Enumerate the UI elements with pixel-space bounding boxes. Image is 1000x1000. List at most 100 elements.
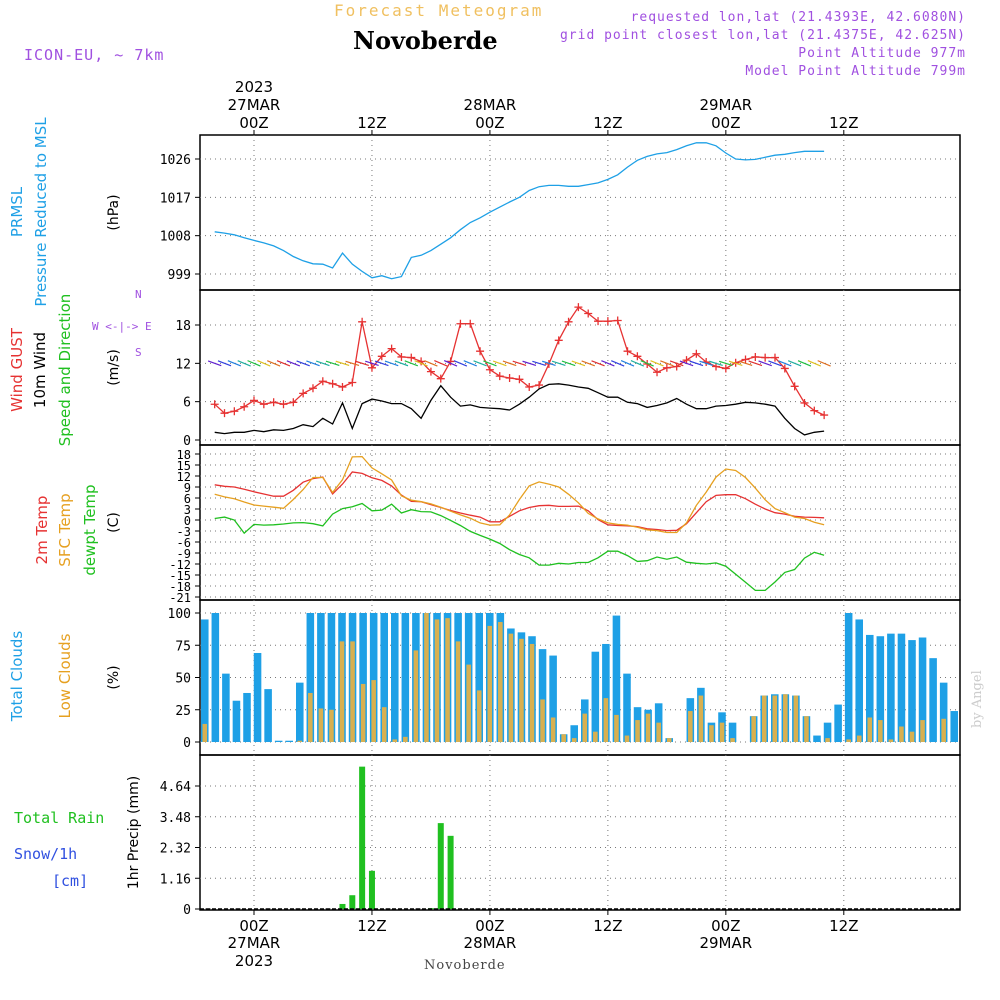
wind-direction-arrow <box>522 360 537 366</box>
gust-point <box>407 353 416 362</box>
low-cloud-bar <box>540 699 545 742</box>
total-cloud-bar <box>253 652 262 742</box>
ytick-label-temperature: 18 <box>177 448 191 462</box>
ytick-label-temperature: -18 <box>169 580 191 594</box>
total-cloud-bar <box>897 633 906 742</box>
variable-label-temperature: SFC Temp <box>56 493 74 566</box>
wind-direction-arrow <box>325 360 340 367</box>
gust-point <box>574 303 583 312</box>
low-cloud-bar <box>381 707 387 742</box>
gust-point <box>279 400 288 409</box>
ytick-label-temperature: 3 <box>184 503 191 517</box>
ytick-label-precip: 0 <box>183 903 191 918</box>
wind-direction-arrow <box>679 360 694 367</box>
wind-direction-arrow <box>374 360 389 367</box>
wind-direction-arrow <box>237 360 251 367</box>
ytick-label-clouds: 75 <box>175 639 191 654</box>
gust-point <box>820 411 829 420</box>
low-cloud-bar <box>413 650 419 742</box>
total-cloud-bar <box>285 740 293 742</box>
wind-direction-arrow <box>345 360 360 366</box>
wind-direction-arrow <box>217 360 232 367</box>
gust-point <box>230 407 239 416</box>
gust-point <box>515 375 524 384</box>
wind-direction-arrow <box>768 360 782 367</box>
variable-label-temperature: 2m Temp <box>33 496 51 565</box>
low-cloud-bar <box>487 625 493 742</box>
total-cloud-bar <box>327 613 336 742</box>
series-line-pressure-0 <box>214 142 825 280</box>
total-cloud-bar <box>813 735 821 742</box>
low-cloud-bar <box>846 739 851 742</box>
top-date-label: 27MAR <box>228 96 281 114</box>
low-cloud-bar <box>656 722 661 742</box>
total-cloud-bar <box>296 682 304 742</box>
wind-direction-arrow <box>581 360 595 367</box>
bottom-time-label: 12Z <box>593 917 622 935</box>
total-cloud-bar <box>602 643 610 742</box>
low-cloud-bar <box>466 664 471 742</box>
variable-label-pressure: PRMSL <box>8 186 26 237</box>
wind-direction-arrow <box>247 360 261 367</box>
low-cloud-bar <box>698 695 704 742</box>
wind-direction-arrow <box>463 360 477 367</box>
gust-point <box>240 402 249 411</box>
ytick-label-clouds: 100 <box>168 607 191 622</box>
wind-direction-arrow <box>689 360 704 367</box>
gust-point <box>367 363 376 372</box>
wind-direction-arrow <box>276 360 291 367</box>
low-cloud-bar <box>476 690 482 742</box>
total-cloud-bar <box>391 613 399 742</box>
ytick-label-temperature: 6 <box>184 492 191 506</box>
bottom-time-label: 00Z <box>239 917 268 935</box>
gust-point <box>603 317 612 326</box>
low-cloud-bar <box>508 633 514 742</box>
wind-direction-arrow <box>492 360 507 367</box>
low-cloud-bar <box>614 714 619 742</box>
gust-point <box>564 317 573 326</box>
wind-direction-arrow <box>728 360 743 366</box>
bottom-time-label: 12Z <box>357 917 386 935</box>
gust-point <box>456 319 465 328</box>
bottom-time-label: 12Z <box>829 917 858 935</box>
wind-direction-arrow <box>296 360 310 367</box>
total-cloud-bar <box>823 722 832 742</box>
gust-point <box>721 364 730 373</box>
low-cloud-bar <box>350 641 355 742</box>
low-cloud-bar <box>635 720 640 742</box>
total-cloud-bar <box>211 613 220 742</box>
gust-point <box>535 381 544 390</box>
low-cloud-bar <box>329 709 334 742</box>
wind-direction-arrow <box>473 360 487 367</box>
page-title: Novoberde <box>353 26 498 55</box>
wind-direction-arrow <box>207 360 222 367</box>
wind-direction-arrow <box>306 360 320 367</box>
low-cloud-bar <box>593 731 598 742</box>
rain-bar <box>339 903 346 909</box>
y-axis-label-pressure: (hPa) <box>106 194 122 230</box>
wind-direction-arrow <box>630 360 645 367</box>
gust-point <box>318 377 327 386</box>
ytick-label-temperature: -6 <box>177 536 191 550</box>
low-cloud-bar <box>582 713 588 742</box>
ytick-label-temperature: 15 <box>177 459 191 473</box>
wind-direction-arrow <box>758 360 772 367</box>
wind-direction-arrow <box>404 360 419 367</box>
low-cloud-bar <box>666 738 672 742</box>
wind-direction-arrow <box>384 360 399 367</box>
low-cloud-bar <box>561 734 566 742</box>
bottom-time-label: 00Z <box>475 917 504 935</box>
rain-bar <box>349 895 356 909</box>
total-cloud-bar <box>538 649 547 742</box>
total-cloud-bar <box>728 722 737 742</box>
gust-point <box>358 317 367 326</box>
low-cloud-bar <box>688 711 693 742</box>
gust-point <box>800 398 809 407</box>
low-cloud-bar <box>878 720 883 742</box>
gust-point <box>250 396 258 405</box>
gust-point <box>338 382 347 391</box>
gust-point <box>259 400 268 409</box>
ytick-label-precip: 4.64 <box>160 780 191 795</box>
top-time-label: 00Z <box>239 114 268 132</box>
